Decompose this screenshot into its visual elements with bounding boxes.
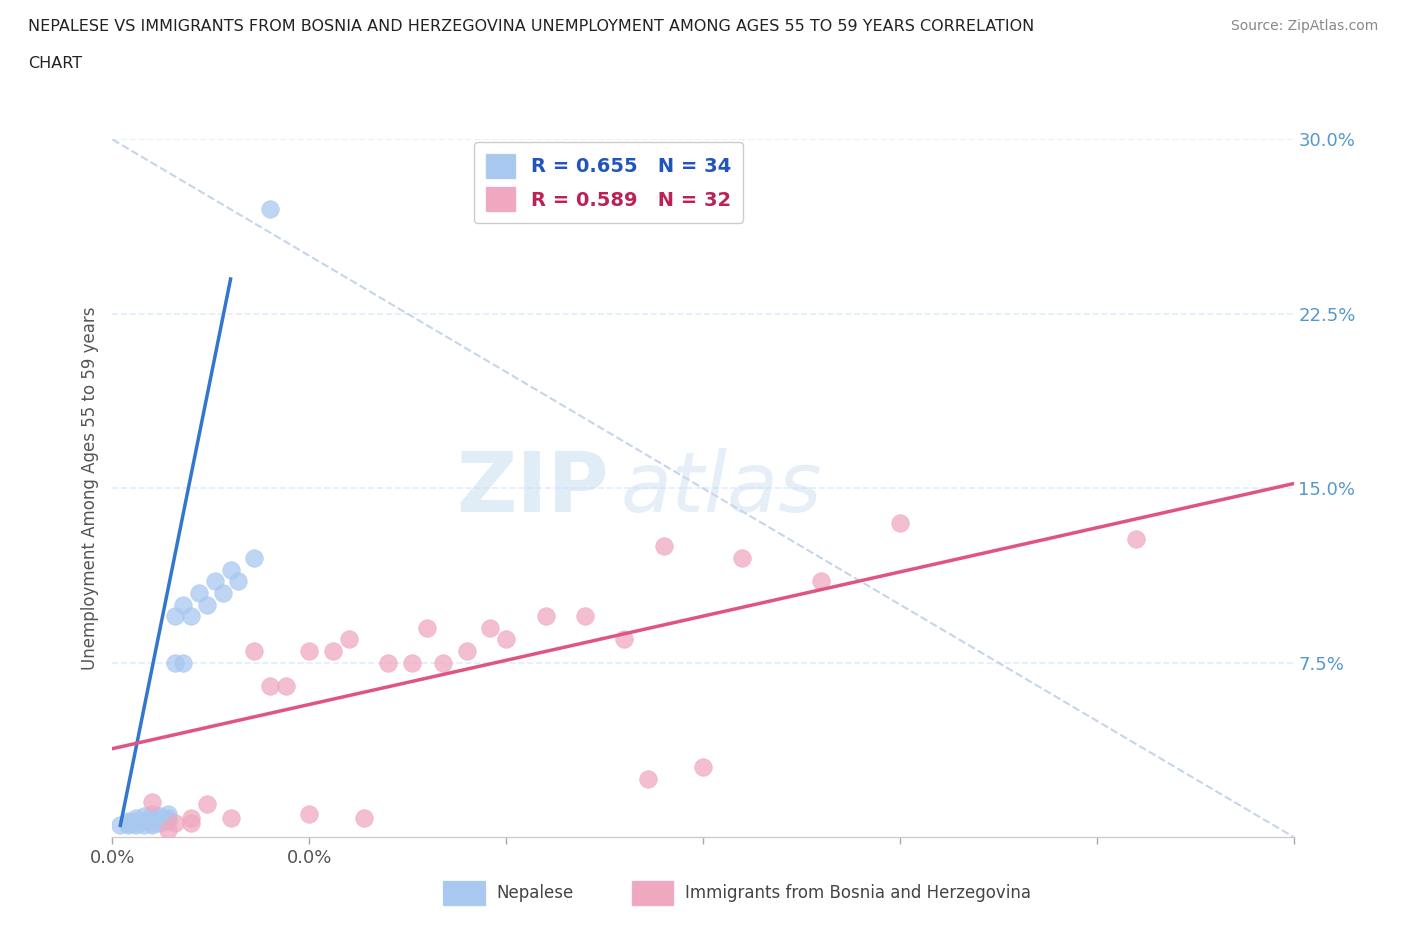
Point xyxy=(132,813,155,829)
Point xyxy=(889,515,911,530)
Point xyxy=(149,809,172,824)
Point xyxy=(495,632,517,647)
Point xyxy=(165,655,187,670)
Point xyxy=(810,574,832,589)
Point xyxy=(117,816,139,830)
Point xyxy=(692,760,714,775)
Point xyxy=(416,620,439,635)
Point xyxy=(479,620,502,635)
Point xyxy=(125,818,148,833)
Point xyxy=(243,644,266,658)
Point xyxy=(534,609,557,624)
Point xyxy=(125,811,148,826)
Point xyxy=(432,655,454,670)
Point xyxy=(211,586,233,601)
FancyBboxPatch shape xyxy=(633,881,673,906)
Point xyxy=(322,644,344,658)
Point xyxy=(149,816,172,830)
Point xyxy=(125,813,148,829)
Point xyxy=(117,813,139,829)
Point xyxy=(156,811,179,826)
Point xyxy=(298,644,321,658)
Point xyxy=(125,816,148,830)
Point xyxy=(141,818,163,833)
Point xyxy=(731,551,754,565)
Point xyxy=(172,597,194,612)
Text: Immigrants from Bosnia and Herzegovina: Immigrants from Bosnia and Herzegovina xyxy=(685,884,1031,902)
Point xyxy=(172,655,194,670)
Point xyxy=(353,811,375,826)
Legend: R = 0.655   N = 34, R = 0.589   N = 32: R = 0.655 N = 34, R = 0.589 N = 32 xyxy=(474,142,742,223)
Point xyxy=(1125,532,1147,547)
Point xyxy=(156,813,179,829)
Point xyxy=(337,632,360,647)
Point xyxy=(298,806,321,821)
Text: CHART: CHART xyxy=(28,56,82,71)
Point xyxy=(110,818,132,833)
Text: Source: ZipAtlas.com: Source: ZipAtlas.com xyxy=(1230,19,1378,33)
Text: atlas: atlas xyxy=(620,447,823,529)
Point xyxy=(456,644,478,658)
Point xyxy=(141,794,163,809)
Point xyxy=(180,811,202,826)
Point xyxy=(180,609,202,624)
Point xyxy=(195,597,218,612)
Text: Nepalese: Nepalese xyxy=(496,884,574,902)
Point xyxy=(117,818,139,833)
Point xyxy=(228,574,250,589)
Point xyxy=(652,539,675,554)
Point xyxy=(401,655,423,670)
Point xyxy=(165,816,187,830)
Point xyxy=(141,811,163,826)
Point xyxy=(180,816,202,830)
Point xyxy=(377,655,399,670)
Point xyxy=(259,679,281,694)
Point xyxy=(165,609,187,624)
FancyBboxPatch shape xyxy=(443,881,485,906)
Point xyxy=(156,806,179,821)
Text: ZIP: ZIP xyxy=(456,447,609,529)
Point xyxy=(195,797,218,812)
Point xyxy=(219,562,242,577)
Point xyxy=(149,813,172,829)
Point xyxy=(132,809,155,824)
Point xyxy=(141,816,163,830)
Point xyxy=(243,551,266,565)
Point xyxy=(637,772,659,787)
Point xyxy=(188,586,211,601)
Point xyxy=(141,806,163,821)
Text: NEPALESE VS IMMIGRANTS FROM BOSNIA AND HERZEGOVINA UNEMPLOYMENT AMONG AGES 55 TO: NEPALESE VS IMMIGRANTS FROM BOSNIA AND H… xyxy=(28,19,1035,33)
Point xyxy=(132,818,155,833)
Point xyxy=(204,574,226,589)
Y-axis label: Unemployment Among Ages 55 to 59 years: Unemployment Among Ages 55 to 59 years xyxy=(80,307,98,670)
Point xyxy=(613,632,636,647)
Point xyxy=(156,823,179,837)
Point xyxy=(259,202,281,217)
Point xyxy=(219,811,242,826)
Point xyxy=(274,679,297,694)
Point xyxy=(574,609,596,624)
